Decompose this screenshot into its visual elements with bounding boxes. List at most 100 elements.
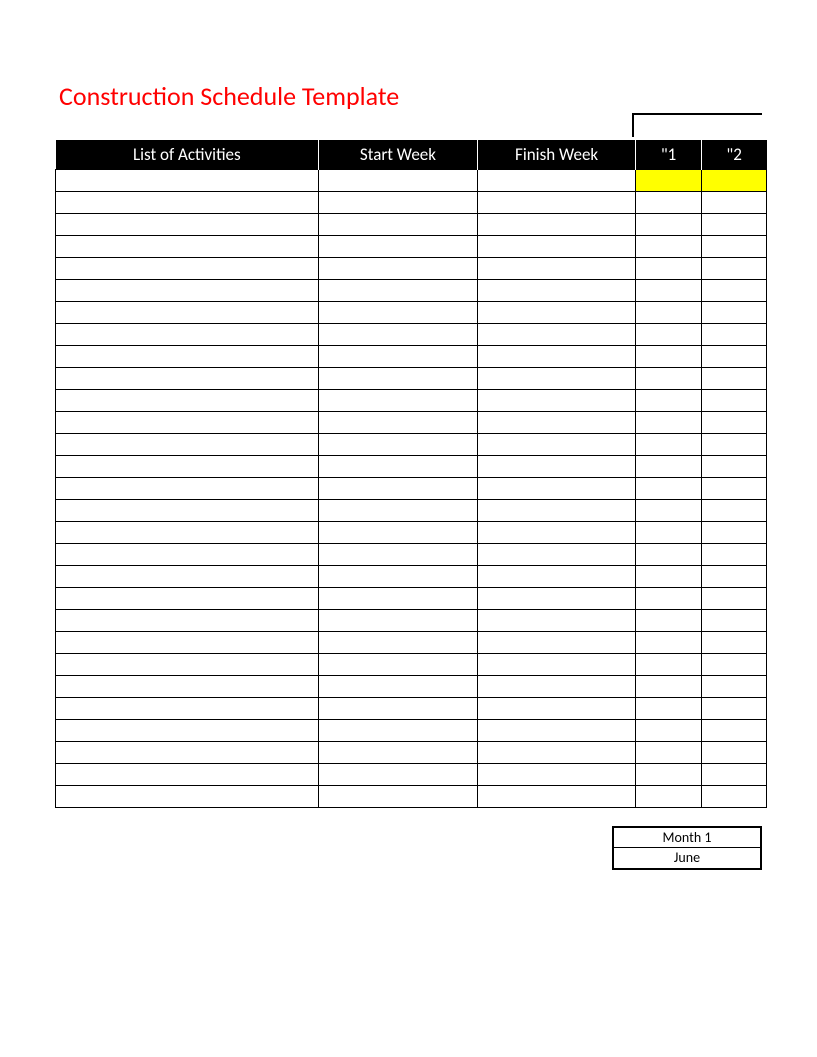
table-cell[interactable] bbox=[319, 720, 478, 742]
table-cell[interactable] bbox=[319, 698, 478, 720]
table-cell[interactable] bbox=[319, 302, 478, 324]
table-cell[interactable] bbox=[477, 676, 636, 698]
table-cell[interactable] bbox=[701, 676, 766, 698]
table-cell[interactable] bbox=[477, 610, 636, 632]
table-cell[interactable] bbox=[56, 170, 319, 192]
table-cell[interactable] bbox=[56, 632, 319, 654]
table-cell[interactable] bbox=[56, 698, 319, 720]
table-cell[interactable] bbox=[477, 368, 636, 390]
table-cell[interactable] bbox=[636, 522, 701, 544]
table-cell[interactable] bbox=[636, 588, 701, 610]
table-cell[interactable] bbox=[701, 786, 766, 808]
table-cell[interactable] bbox=[319, 632, 478, 654]
table-cell[interactable] bbox=[477, 500, 636, 522]
table-cell[interactable] bbox=[636, 324, 701, 346]
table-cell[interactable] bbox=[56, 786, 319, 808]
table-cell[interactable] bbox=[701, 258, 766, 280]
table-cell[interactable] bbox=[56, 478, 319, 500]
table-cell[interactable] bbox=[701, 324, 766, 346]
table-cell[interactable] bbox=[319, 214, 478, 236]
table-cell[interactable] bbox=[477, 544, 636, 566]
table-cell[interactable] bbox=[701, 522, 766, 544]
table-cell[interactable] bbox=[636, 654, 701, 676]
table-cell[interactable] bbox=[56, 566, 319, 588]
table-cell[interactable] bbox=[636, 566, 701, 588]
table-cell[interactable] bbox=[319, 500, 478, 522]
table-cell[interactable] bbox=[636, 412, 701, 434]
table-cell[interactable] bbox=[319, 324, 478, 346]
table-cell[interactable] bbox=[56, 764, 319, 786]
table-cell[interactable] bbox=[319, 456, 478, 478]
table-cell[interactable] bbox=[319, 280, 478, 302]
table-cell[interactable] bbox=[701, 192, 766, 214]
table-cell[interactable] bbox=[56, 280, 319, 302]
table-cell[interactable] bbox=[636, 720, 701, 742]
table-cell[interactable] bbox=[701, 610, 766, 632]
table-cell[interactable] bbox=[477, 698, 636, 720]
table-cell[interactable] bbox=[56, 544, 319, 566]
table-cell[interactable] bbox=[636, 764, 701, 786]
table-cell[interactable] bbox=[319, 236, 478, 258]
table-cell[interactable] bbox=[636, 236, 701, 258]
table-cell[interactable] bbox=[636, 478, 701, 500]
table-cell[interactable] bbox=[701, 368, 766, 390]
table-cell[interactable] bbox=[319, 346, 478, 368]
table-cell[interactable] bbox=[56, 434, 319, 456]
table-cell[interactable] bbox=[319, 478, 478, 500]
table-cell[interactable] bbox=[701, 346, 766, 368]
table-cell[interactable] bbox=[701, 720, 766, 742]
table-cell[interactable] bbox=[319, 764, 478, 786]
table-cell[interactable] bbox=[319, 566, 478, 588]
table-cell[interactable] bbox=[477, 786, 636, 808]
table-cell[interactable] bbox=[56, 500, 319, 522]
table-cell[interactable] bbox=[701, 588, 766, 610]
table-cell[interactable] bbox=[477, 434, 636, 456]
table-cell[interactable] bbox=[56, 456, 319, 478]
table-cell[interactable] bbox=[56, 236, 319, 258]
table-cell[interactable] bbox=[701, 764, 766, 786]
table-cell[interactable] bbox=[636, 346, 701, 368]
table-cell[interactable] bbox=[319, 390, 478, 412]
table-cell[interactable] bbox=[319, 258, 478, 280]
table-cell[interactable] bbox=[636, 192, 701, 214]
table-cell[interactable] bbox=[636, 214, 701, 236]
table-cell[interactable] bbox=[636, 500, 701, 522]
table-cell[interactable] bbox=[319, 192, 478, 214]
table-cell[interactable] bbox=[319, 368, 478, 390]
table-cell[interactable] bbox=[701, 434, 766, 456]
table-cell[interactable] bbox=[701, 654, 766, 676]
table-cell[interactable] bbox=[701, 280, 766, 302]
table-cell[interactable] bbox=[477, 324, 636, 346]
table-cell[interactable] bbox=[319, 676, 478, 698]
table-cell[interactable] bbox=[56, 412, 319, 434]
table-cell[interactable] bbox=[477, 742, 636, 764]
table-cell[interactable] bbox=[477, 390, 636, 412]
table-cell[interactable] bbox=[56, 192, 319, 214]
table-cell[interactable] bbox=[56, 522, 319, 544]
table-cell[interactable] bbox=[477, 456, 636, 478]
table-cell[interactable] bbox=[636, 368, 701, 390]
table-cell[interactable] bbox=[319, 412, 478, 434]
table-cell[interactable] bbox=[636, 544, 701, 566]
table-cell[interactable] bbox=[477, 214, 636, 236]
table-cell[interactable] bbox=[477, 192, 636, 214]
table-cell[interactable] bbox=[477, 346, 636, 368]
table-cell[interactable] bbox=[477, 566, 636, 588]
table-cell[interactable] bbox=[636, 786, 701, 808]
table-cell[interactable] bbox=[636, 456, 701, 478]
table-cell[interactable] bbox=[56, 390, 319, 412]
table-cell[interactable] bbox=[56, 324, 319, 346]
table-cell[interactable] bbox=[701, 544, 766, 566]
table-cell[interactable] bbox=[319, 522, 478, 544]
table-cell[interactable] bbox=[56, 676, 319, 698]
table-cell[interactable] bbox=[701, 412, 766, 434]
table-cell[interactable] bbox=[56, 588, 319, 610]
table-cell[interactable] bbox=[701, 170, 766, 192]
table-cell[interactable] bbox=[636, 390, 701, 412]
table-cell[interactable] bbox=[477, 412, 636, 434]
table-cell[interactable] bbox=[56, 368, 319, 390]
table-cell[interactable] bbox=[701, 632, 766, 654]
table-cell[interactable] bbox=[701, 236, 766, 258]
table-cell[interactable] bbox=[56, 346, 319, 368]
table-cell[interactable] bbox=[701, 566, 766, 588]
